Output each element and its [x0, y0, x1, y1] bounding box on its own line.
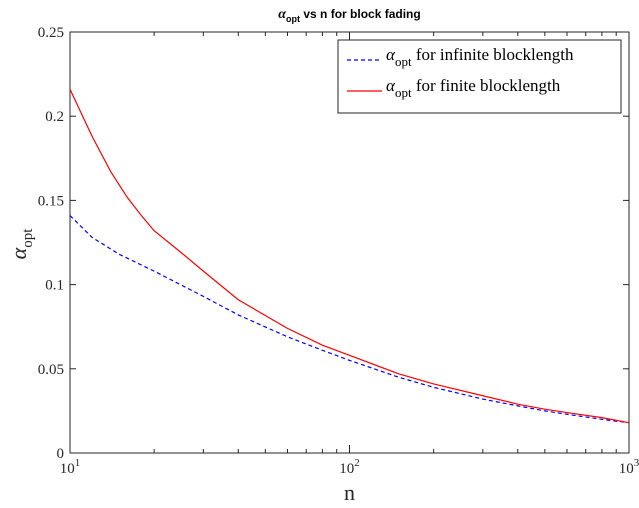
title-sub: opt [286, 14, 300, 24]
legend-alpha-finite: α [386, 76, 396, 95]
y-tick-label: 0.05 [38, 362, 64, 378]
legend-entry-infinite: αopt for infinite blocklength [386, 45, 574, 69]
legend-sub-finite: opt [395, 85, 412, 100]
y-tick-label: 0 [57, 446, 65, 462]
y-tick-label: 0.1 [45, 278, 64, 294]
title-rest: vs n for block fading [300, 7, 421, 21]
series-infinite-blocklength [69, 215, 630, 424]
x-axis-label: n [344, 480, 355, 505]
x-tick-label: 103 [619, 457, 639, 477]
title-alpha: α [278, 7, 286, 22]
chart-title: αopt vs n for block fading [278, 7, 420, 24]
legend-alpha-infinite: α [386, 45, 396, 64]
legend-rest-finite: for finite blocklength [412, 76, 561, 95]
legend-entry-finite: αopt for finite blocklength [386, 76, 561, 100]
legend-box [337, 39, 622, 114]
legend-sub-infinite: opt [395, 54, 412, 69]
series-layer [69, 89, 630, 424]
y-tick-label: 0.15 [38, 193, 64, 209]
y-tick-label: 0.2 [45, 109, 64, 125]
legend: αopt for infinite blocklength αopt for f… [337, 39, 622, 114]
y-label-sub: opt [20, 228, 36, 248]
y-label-alpha: α [6, 247, 31, 259]
x-tick-label: 101 [60, 457, 81, 477]
series-finite-blocklength [69, 89, 630, 424]
legend-rest-infinite: for infinite blocklength [412, 45, 574, 64]
x-tick-label: 102 [339, 457, 360, 477]
y-axis-label: αopt [6, 228, 36, 260]
y-tick-label: 0.25 [38, 25, 64, 41]
ticks: 0 0.05 0.1 0.15 0.2 0.25 101 102 103 [38, 25, 639, 477]
